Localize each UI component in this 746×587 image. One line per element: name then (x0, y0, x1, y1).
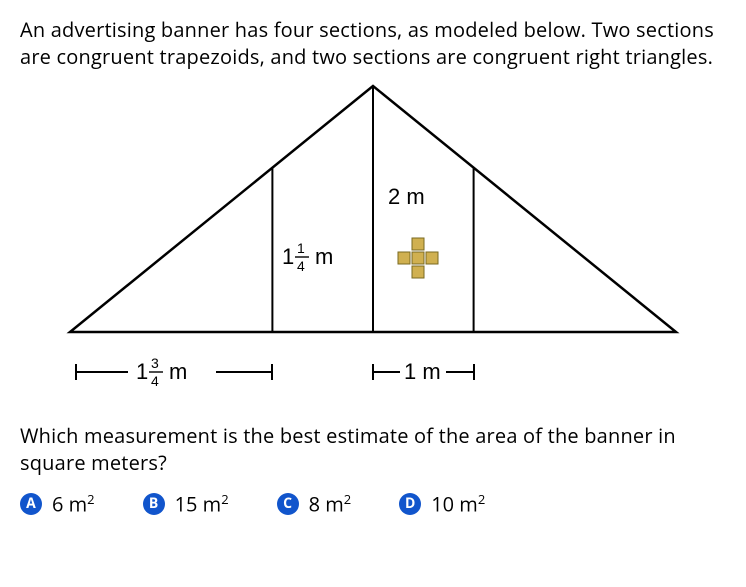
answer-badge-c: C (277, 493, 299, 515)
svg-text:m: m (315, 244, 333, 269)
label-2m: 2 m (388, 184, 425, 209)
answer-badge-b: B (143, 493, 165, 515)
answer-b[interactable]: B 15 m2 (143, 490, 229, 518)
svg-text:m: m (169, 359, 187, 384)
answer-choices: A 6 m2 B 15 m2 C 8 m2 D 10 m2 (20, 490, 726, 518)
answer-text-b: 15 m2 (175, 490, 229, 518)
answer-a[interactable]: A 6 m2 (20, 490, 95, 518)
answer-badge-a: A (20, 493, 42, 515)
answer-c[interactable]: C 8 m2 (277, 490, 352, 518)
svg-text:1: 1 (297, 240, 305, 256)
dim-base-inner-right: 1 m (373, 359, 474, 384)
svg-text:1: 1 (136, 359, 148, 384)
svg-text:4: 4 (151, 373, 159, 389)
answer-badge-d: D (399, 493, 421, 515)
svg-text:3: 3 (151, 355, 159, 371)
svg-text:1 m: 1 m (404, 359, 441, 384)
diagram-svg: 2 m 1 1 4 m 1 3 4 (20, 80, 726, 410)
move-cursor-icon (398, 238, 438, 278)
label-1-1-4: 1 1 4 m (282, 240, 333, 274)
question-intro: An advertising banner has four sections,… (20, 16, 726, 70)
svg-text:4: 4 (297, 258, 305, 274)
answer-d[interactable]: D 10 m2 (399, 490, 485, 518)
svg-text:1: 1 (282, 244, 294, 269)
answer-text-c: 8 m2 (309, 490, 352, 518)
banner-diagram: 2 m 1 1 4 m 1 3 4 (20, 80, 726, 416)
dim-base-left: 1 3 4 m (76, 355, 272, 389)
question-prompt: Which measurement is the best estimate o… (20, 422, 726, 476)
answer-text-a: 6 m2 (52, 490, 95, 518)
answer-text-d: 10 m2 (431, 490, 485, 518)
